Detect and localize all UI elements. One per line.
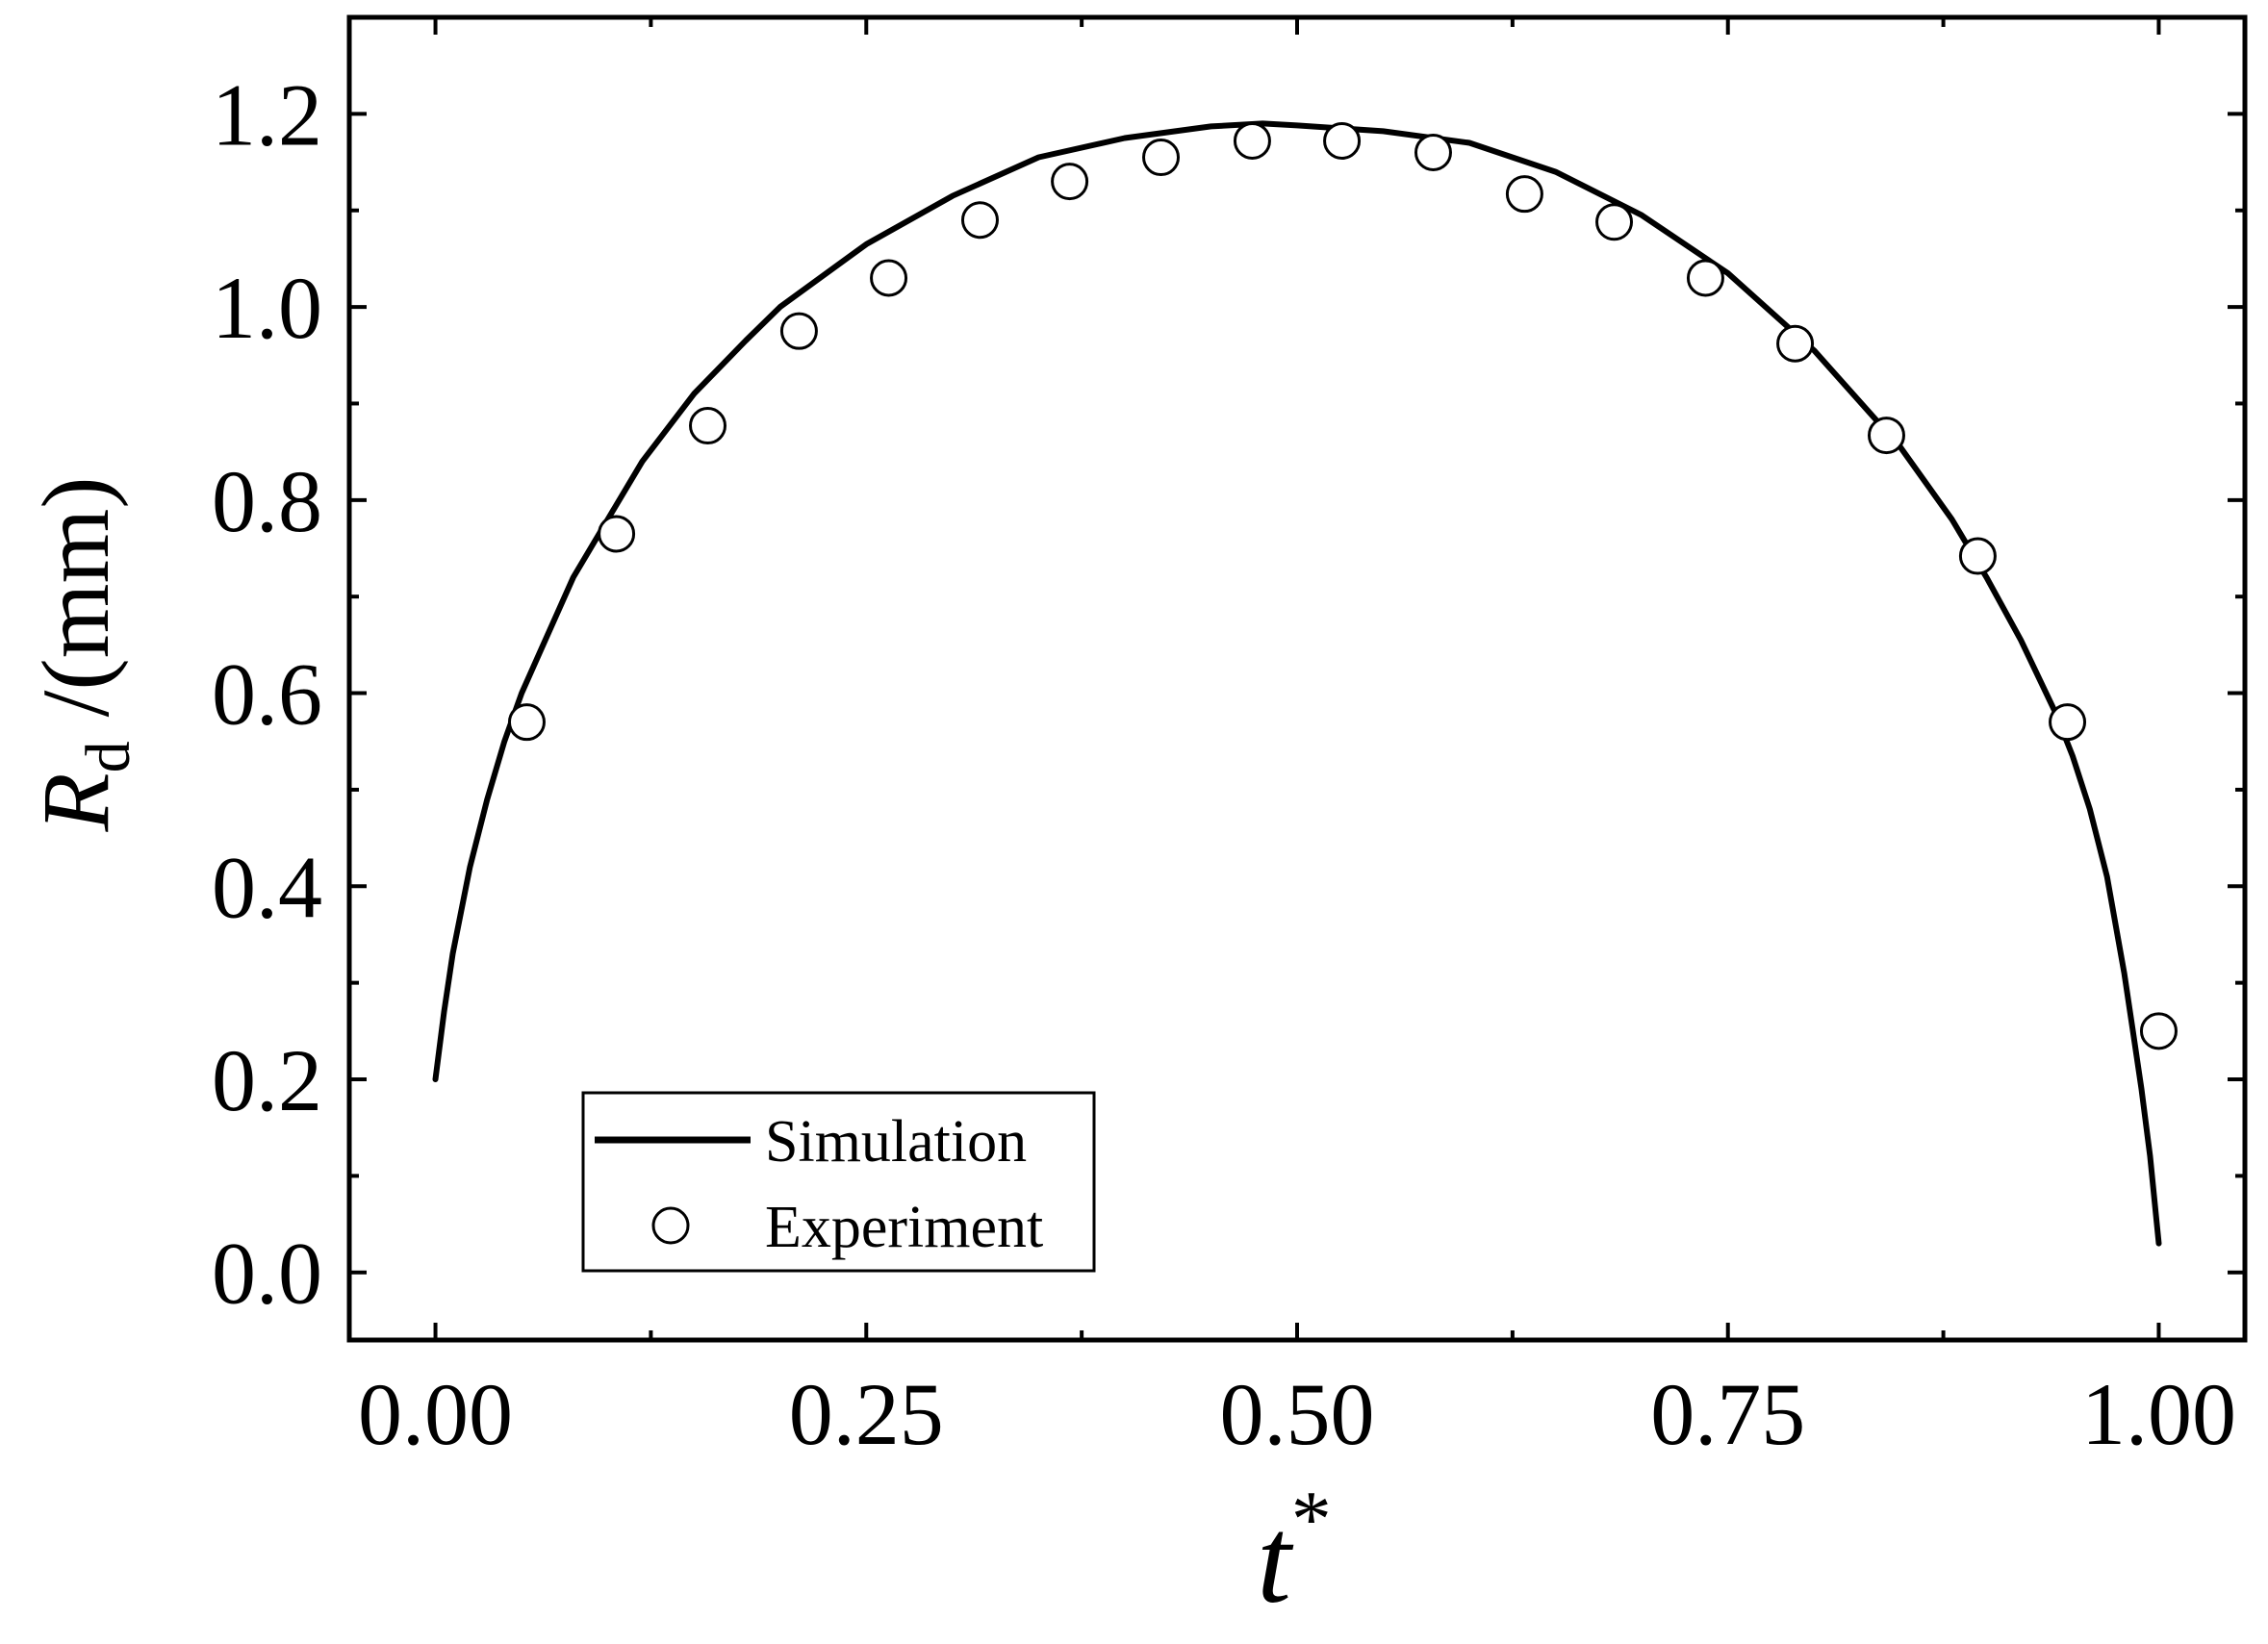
experiment-point — [1505, 175, 1543, 214]
experiment-point — [1686, 259, 1724, 297]
y-axis-label-suffix: /(mm) — [22, 476, 129, 741]
x-tick-label: 0.25 — [789, 1365, 944, 1463]
experiment-point — [960, 201, 999, 240]
y-axis-label: Rd /(mm) — [22, 476, 143, 832]
x-tick-label: 1.00 — [2081, 1365, 2236, 1463]
x-tick-label: 0.75 — [1650, 1365, 1805, 1463]
legend: Simulation Experiment — [581, 1091, 1096, 1273]
experiment-point — [689, 407, 727, 445]
experiment-point — [1323, 121, 1362, 160]
experiment-point — [1776, 324, 1815, 363]
y-tick-label: 0.2 — [212, 1031, 322, 1129]
y-tick-label: 1.0 — [212, 259, 322, 357]
experiment-point — [2139, 1012, 2178, 1050]
simulation-line — [432, 120, 2162, 1247]
experiment-point — [1233, 121, 1271, 160]
x-axis-label-main: t — [1257, 1492, 1294, 1629]
experiment-point — [1142, 139, 1181, 177]
experiment-point — [870, 259, 908, 297]
legend-simulation-label: Simulation — [765, 1109, 1027, 1175]
y-tick-label: 0.8 — [212, 452, 322, 550]
y-axis-label-subscript: d — [73, 741, 143, 772]
x-axis-label-superscript: * — [1291, 1475, 1332, 1564]
experiment-point — [1414, 134, 1452, 172]
x-tick-label: 0.50 — [1220, 1365, 1375, 1463]
legend-experiment-marker — [651, 1206, 690, 1245]
x-axis-label: t* — [1257, 1475, 1332, 1629]
experiment-point — [1958, 537, 1997, 575]
experiment-point — [598, 515, 636, 553]
experiment-point — [1051, 163, 1089, 201]
y-axis-label-main: R — [22, 772, 129, 832]
y-tick-label: 1.2 — [212, 65, 322, 164]
y-tick-label: 0.0 — [212, 1225, 322, 1323]
experiment-point — [1867, 417, 1905, 455]
y-tick-label: 0.4 — [212, 838, 322, 936]
experiment-point — [507, 703, 546, 742]
experiment-point — [779, 312, 818, 350]
experiment-point — [1595, 203, 1634, 241]
x-tick-label: 0.00 — [358, 1365, 513, 1463]
experiment-point — [2049, 703, 2087, 742]
legend-experiment-label: Experiment — [765, 1195, 1043, 1260]
y-tick-label: 0.6 — [212, 645, 322, 744]
